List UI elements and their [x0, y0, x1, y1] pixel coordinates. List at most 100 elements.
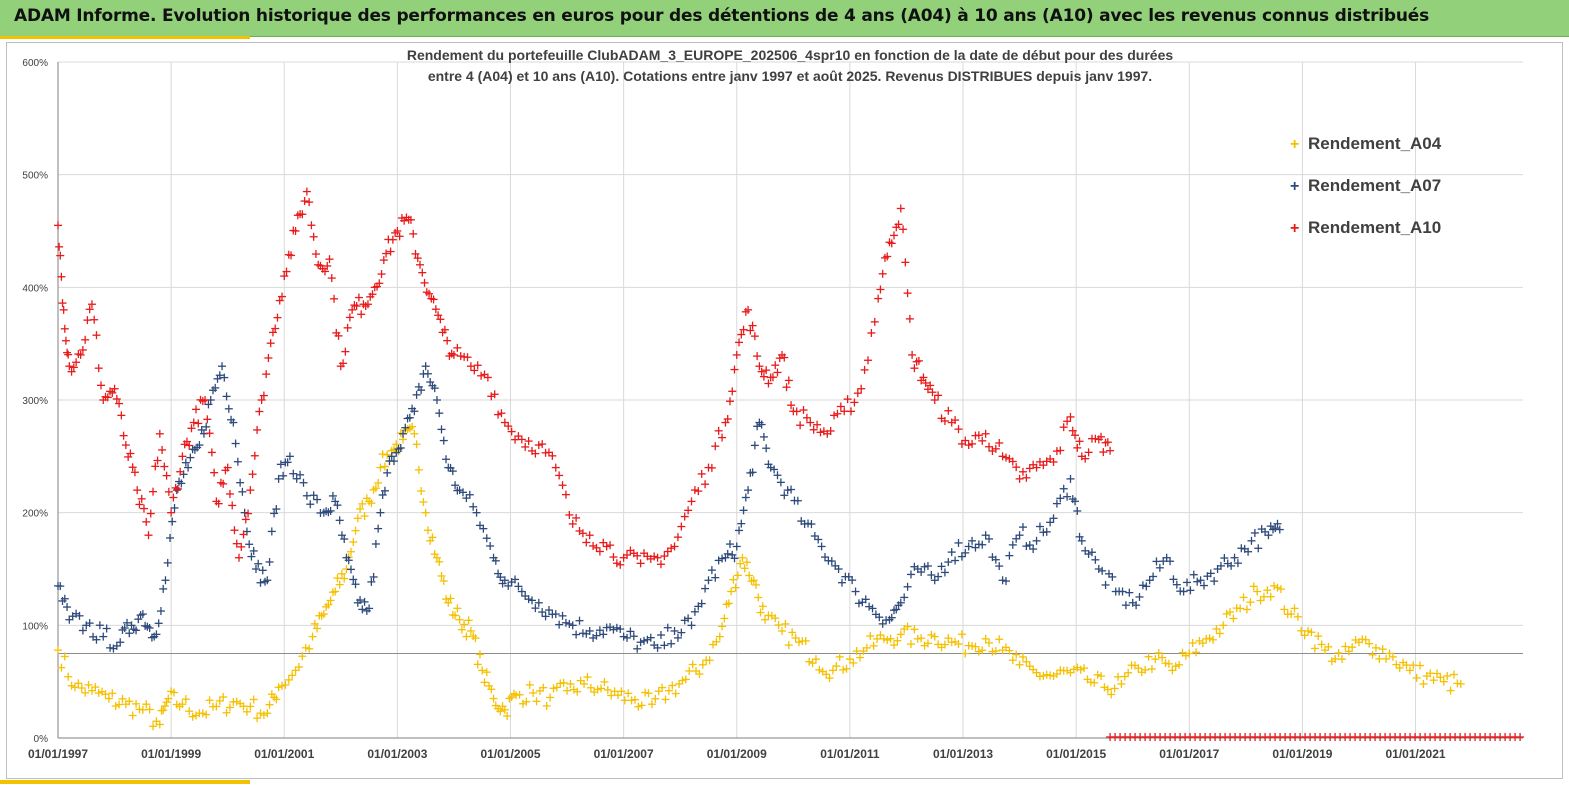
- point-rendement-a10: [968, 439, 977, 448]
- point-rendement-a10: [899, 225, 908, 234]
- point-rendement-a10: [998, 452, 1007, 461]
- point-rendement-a10: [609, 553, 618, 562]
- point-rendement-a10: [697, 469, 706, 478]
- point-rendement-a07: [1008, 540, 1017, 549]
- point-rendement-a04: [1076, 665, 1085, 674]
- point-rendement-a07: [95, 621, 104, 630]
- point-rendement-a04: [1107, 690, 1116, 699]
- point-rendement-a10: [119, 431, 128, 440]
- point-rendement-a07: [410, 407, 419, 416]
- point-rendement-a04: [583, 673, 592, 682]
- point-rendement-a04: [873, 634, 882, 643]
- point-rendement-a10: [205, 429, 214, 438]
- point-rendement-a07: [1247, 536, 1256, 545]
- point-rendement-a10: [799, 406, 808, 415]
- point-rendement-a04: [978, 646, 987, 655]
- point-rendement-a10: [192, 405, 201, 414]
- point-rendement-a07: [154, 619, 163, 628]
- point-rendement-a07: [773, 471, 782, 480]
- point-rendement-a04: [473, 660, 482, 669]
- point-rendement-a10: [393, 227, 402, 235]
- point-rendement-a04: [349, 538, 358, 547]
- point-rendement-a10: [555, 471, 564, 480]
- point-rendement-a07: [335, 516, 344, 525]
- point-rendement-a04: [724, 599, 733, 608]
- point-rendement-a07: [711, 573, 720, 582]
- point-rendement-a10: [684, 506, 693, 515]
- point-rendement-a07: [168, 517, 177, 526]
- point-rendement-a07: [1125, 588, 1134, 597]
- point-rendement-a07: [1052, 499, 1061, 508]
- point-rendement-a10: [325, 255, 334, 264]
- point-rendement-a04: [756, 608, 765, 617]
- point-rendement-a10: [72, 358, 81, 367]
- point-rendement-a07: [231, 439, 240, 448]
- point-rendement-a10: [773, 368, 782, 377]
- point-rendement-a07: [636, 638, 645, 647]
- point-rendement-a04: [1114, 672, 1123, 681]
- point-rendement-a10: [707, 463, 716, 472]
- point-rendement-a04: [1246, 598, 1255, 607]
- point-rendement-a04: [1124, 668, 1133, 677]
- point-rendement-a07: [834, 565, 843, 573]
- point-rendement-a10: [449, 350, 458, 359]
- point-rendement-a07: [247, 552, 256, 561]
- point-rendement-a04: [906, 640, 915, 649]
- point-rendement-a04: [681, 675, 690, 684]
- point-rendement-a04: [991, 647, 1000, 656]
- point-rendement-a04: [668, 681, 677, 690]
- point-rendement-a07: [978, 540, 987, 549]
- point-rendement-a07: [417, 386, 426, 395]
- point-rendement-a07: [170, 503, 179, 512]
- point-rendement-a10: [723, 414, 732, 423]
- point-rendement-a04: [1280, 605, 1289, 614]
- point-rendement-a04: [482, 668, 491, 677]
- point-rendement-a04: [471, 634, 480, 643]
- point-rendement-a10: [363, 300, 372, 309]
- point-rendement-a04: [1412, 673, 1421, 682]
- point-rendement-a04: [862, 643, 871, 652]
- point-rendement-a04: [1229, 614, 1238, 623]
- point-rendement-a07: [690, 607, 699, 616]
- point-rendement-a07: [900, 593, 909, 602]
- point-rendement-a04: [319, 610, 328, 619]
- point-rendement-a04: [333, 574, 342, 583]
- point-rendement-a04: [1147, 664, 1156, 673]
- point-rendement-a07: [1275, 525, 1284, 534]
- point-rendement-a07: [462, 494, 471, 503]
- point-rendement-a07: [152, 630, 161, 639]
- point-rendement-a07: [1077, 536, 1086, 545]
- point-rendement-a04: [412, 440, 421, 449]
- point-rendement-a04: [825, 674, 834, 683]
- point-rendement-a04: [784, 641, 793, 650]
- point-rendement-a04: [886, 634, 895, 643]
- x-tick-label: 01/01/1997: [28, 747, 88, 761]
- point-rendement-a07: [633, 644, 642, 653]
- point-rendement-a07: [451, 481, 460, 490]
- point-rendement-a04: [457, 625, 466, 634]
- point-rendement-a04: [162, 698, 171, 707]
- point-rendement-a07: [383, 468, 392, 477]
- point-rendement-a04: [842, 664, 851, 673]
- point-rendement-a07: [848, 576, 857, 585]
- point-rendement-a07: [865, 602, 874, 611]
- point-rendement-a07: [1063, 492, 1072, 501]
- point-rendement-a10: [162, 471, 171, 480]
- point-rendement-a07: [981, 531, 990, 540]
- point-rendement-a07: [810, 532, 819, 541]
- point-rendement-a04: [188, 712, 197, 721]
- point-rendement-a10: [90, 315, 99, 324]
- x-tick-label: 01/01/1999: [141, 747, 201, 761]
- point-rendement-a04: [634, 702, 643, 711]
- point-rendement-a10: [954, 425, 963, 434]
- point-rendement-a04: [326, 596, 335, 605]
- point-rendement-a07: [292, 474, 301, 483]
- point-rendement-a04: [613, 691, 622, 700]
- point-rendement-a07: [356, 596, 365, 605]
- point-rendement-a10: [511, 435, 520, 444]
- point-rendement-a10: [255, 407, 264, 416]
- point-rendement-a04: [64, 672, 73, 681]
- point-rendement-a07: [609, 625, 618, 634]
- point-rendement-a04: [1365, 639, 1374, 648]
